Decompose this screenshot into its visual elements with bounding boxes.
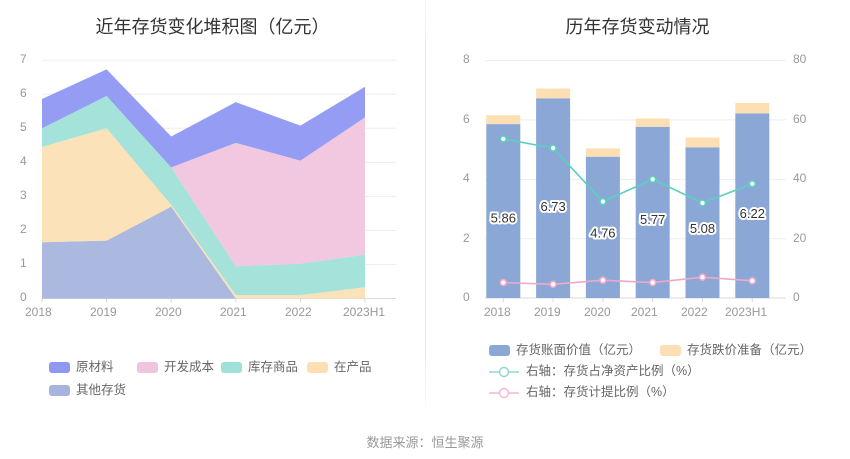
svg-text:5.86: 5.86 [491,211,516,226]
svg-text:5.08: 5.08 [690,221,715,236]
svg-text:5.77: 5.77 [640,212,665,227]
svg-text:6.22: 6.22 [740,206,765,221]
svg-text:4.76: 4.76 [590,225,615,240]
svg-text:6.73: 6.73 [540,199,565,214]
